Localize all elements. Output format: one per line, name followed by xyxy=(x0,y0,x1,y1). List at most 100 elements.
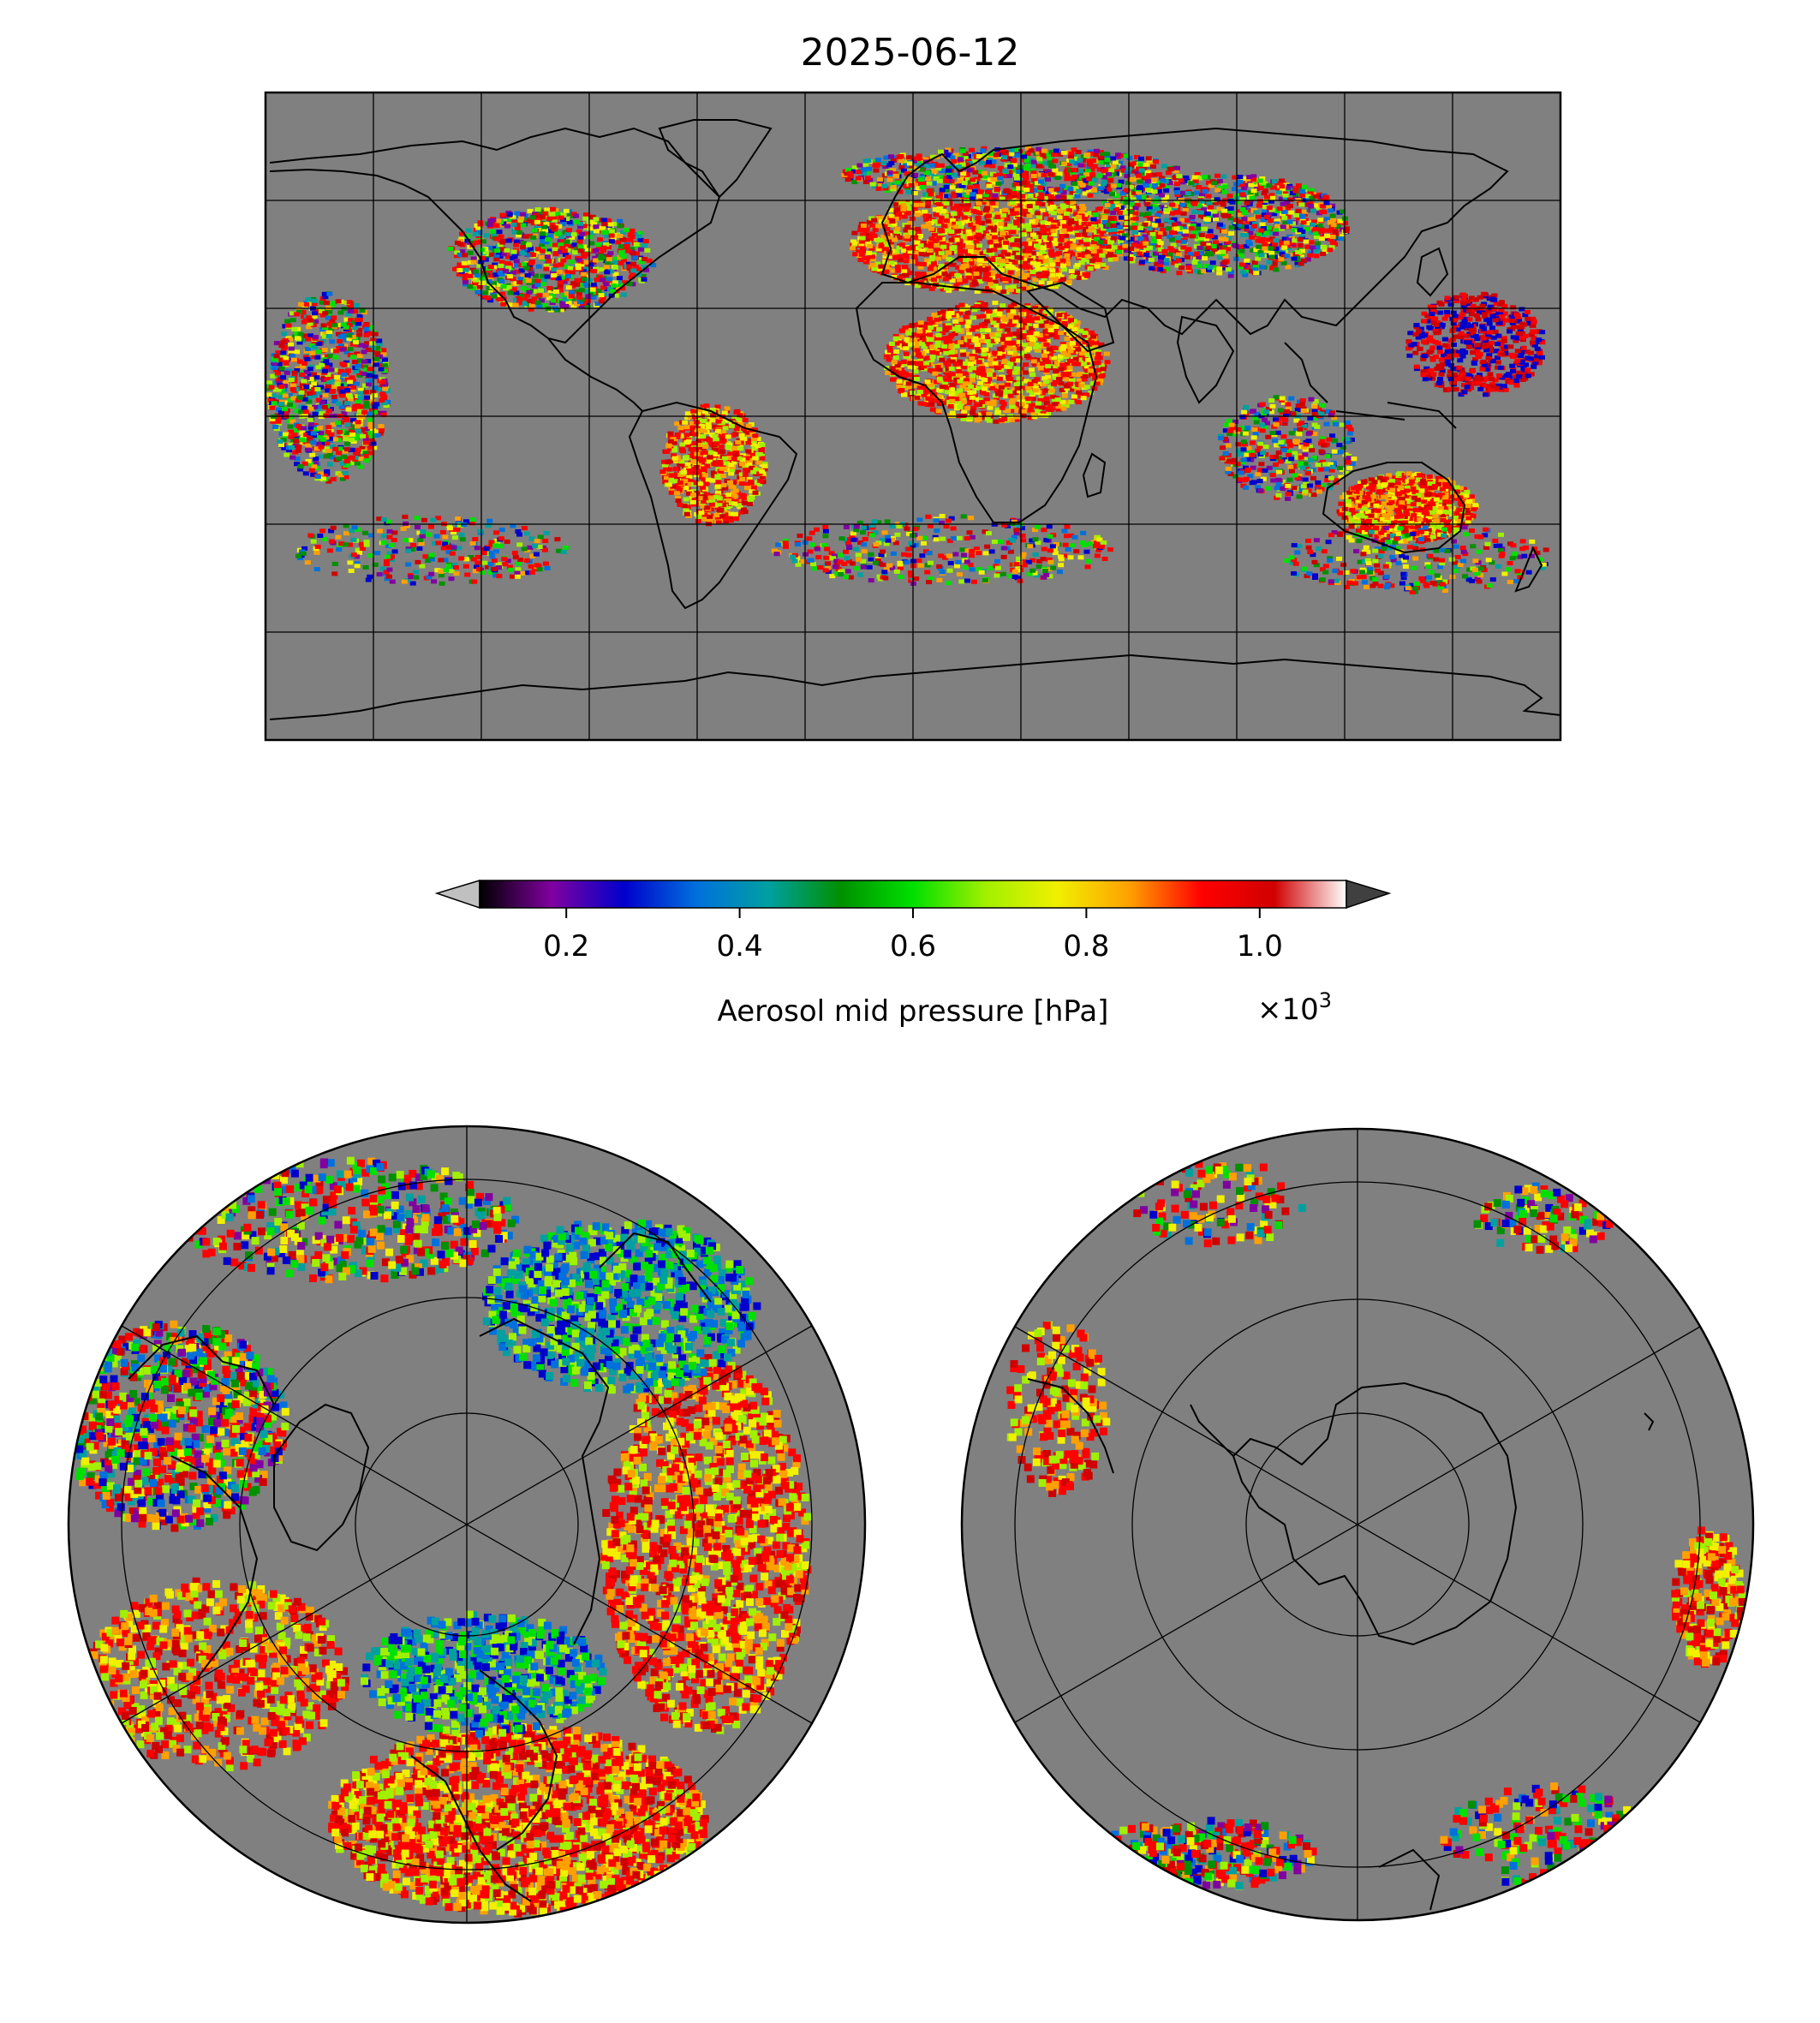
aerosol-pixel xyxy=(1035,230,1041,236)
aerosol-pixel xyxy=(567,212,574,217)
aerosol-pixel xyxy=(1028,239,1035,244)
aerosol-pixel xyxy=(578,288,585,293)
aerosol-pixel xyxy=(1173,187,1180,192)
aerosol-pixel xyxy=(956,277,963,283)
aerosol-pixel xyxy=(1095,219,1101,224)
aerosol-pixel xyxy=(968,344,974,349)
aerosol-pixel xyxy=(588,241,595,246)
aerosol-pixel xyxy=(988,205,994,210)
aerosol-pixel xyxy=(584,212,591,218)
aerosol-pixel xyxy=(1042,319,1049,325)
aerosol-pixel xyxy=(945,367,952,372)
aerosol-pixel xyxy=(979,328,986,333)
aerosol-pixel xyxy=(902,265,909,270)
aerosol-pixel xyxy=(1082,224,1089,230)
aerosol-pixel xyxy=(975,219,982,224)
aerosol-pixel xyxy=(963,361,969,366)
aerosol-pixel xyxy=(275,387,282,392)
aerosol-pixel xyxy=(946,339,952,344)
aerosol-pixel xyxy=(943,350,950,355)
aerosol-pixel xyxy=(1076,400,1083,405)
aerosol-pixel xyxy=(587,226,594,231)
aerosol-pixel xyxy=(948,258,955,263)
aerosol-pixel xyxy=(1052,277,1059,282)
aerosol-pixel xyxy=(308,468,315,473)
aerosol-pixel xyxy=(551,215,558,220)
aerosol-pixel xyxy=(520,212,527,217)
aerosol-pixel xyxy=(512,302,519,307)
aerosol-pixel xyxy=(992,201,999,206)
aerosol-pixel xyxy=(361,359,368,364)
aerosol-pixel xyxy=(940,287,946,292)
aerosol-pixel xyxy=(976,243,982,248)
aerosol-pixel xyxy=(1167,252,1173,257)
aerosol-pixel xyxy=(303,375,310,380)
aerosol-pixel xyxy=(1085,331,1091,337)
aerosol-pixel xyxy=(280,350,287,355)
aerosol-pixel xyxy=(934,379,940,385)
aerosol-pixel xyxy=(367,430,374,435)
aerosol-pixel xyxy=(340,461,346,466)
aerosol-pixel xyxy=(339,347,346,352)
aerosol-pixel xyxy=(493,287,500,292)
aerosol-pixel xyxy=(1133,240,1140,245)
aerosol-pixel xyxy=(514,227,521,232)
aerosol-pixel xyxy=(549,212,556,217)
aerosol-pixel xyxy=(324,468,331,474)
aerosol-pixel xyxy=(851,230,858,236)
aerosol-pixel xyxy=(606,254,612,258)
aerosol-pixel xyxy=(960,336,967,341)
aerosol-pixel xyxy=(355,321,362,326)
aerosol-pixel xyxy=(949,382,956,387)
aerosol-pixel xyxy=(321,472,328,477)
figure-title: 2025-06-12 xyxy=(800,31,1020,75)
aerosol-pixel xyxy=(1129,220,1136,225)
aerosol-pixel xyxy=(1077,211,1084,216)
aerosol-pixel xyxy=(990,373,996,377)
aerosol-pixel xyxy=(563,277,570,282)
aerosol-pixel xyxy=(935,195,942,200)
aerosol-pixel xyxy=(1007,237,1014,242)
aerosol-pixel xyxy=(514,211,521,216)
aerosol-pixel xyxy=(1017,353,1023,358)
aerosol-pixel xyxy=(965,381,972,386)
aerosol-pixel xyxy=(937,402,944,406)
aerosol-pixel xyxy=(499,247,506,252)
aerosol-pixel xyxy=(338,420,344,425)
aerosol-pixel xyxy=(1014,238,1021,243)
aerosol-pixel xyxy=(1074,320,1081,325)
aerosol-pixel xyxy=(982,267,988,272)
aerosol-pixel xyxy=(983,316,990,321)
aerosol-pixel xyxy=(892,369,898,374)
aerosol-pixel xyxy=(986,418,993,423)
aerosol-pixel xyxy=(489,229,496,234)
aerosol-pixel xyxy=(879,237,886,242)
aerosol-pixel xyxy=(504,248,510,253)
aerosol-pixel xyxy=(625,248,632,254)
aerosol-pixel xyxy=(936,376,943,381)
aerosol-pixel xyxy=(966,232,973,237)
aerosol-pixel xyxy=(993,310,999,315)
aerosol-pixel xyxy=(887,216,894,221)
aerosol-pixel xyxy=(945,390,951,395)
aerosol-pixel xyxy=(581,224,588,229)
aerosol-pixel xyxy=(1023,318,1029,323)
aerosol-pixel xyxy=(994,332,1001,337)
aerosol-pixel xyxy=(1029,219,1035,224)
aerosol-pixel xyxy=(1041,340,1048,345)
aerosol-pixel xyxy=(558,235,565,240)
aerosol-pixel xyxy=(606,257,612,262)
aerosol-pixel xyxy=(638,260,645,265)
aerosol-pixel xyxy=(281,331,288,337)
aerosol-pixel xyxy=(325,425,332,430)
aerosol-pixel xyxy=(956,206,963,211)
aerosol-pixel xyxy=(901,392,907,397)
aerosol-pixel xyxy=(335,299,342,304)
aerosol-pixel xyxy=(535,264,542,269)
aerosol-pixel xyxy=(376,338,383,343)
aerosol-pixel xyxy=(316,341,323,346)
aerosol-pixel xyxy=(321,348,328,353)
aerosol-pixel xyxy=(363,367,370,373)
aerosol-pixel xyxy=(506,302,513,307)
aerosol-pixel xyxy=(343,325,349,330)
